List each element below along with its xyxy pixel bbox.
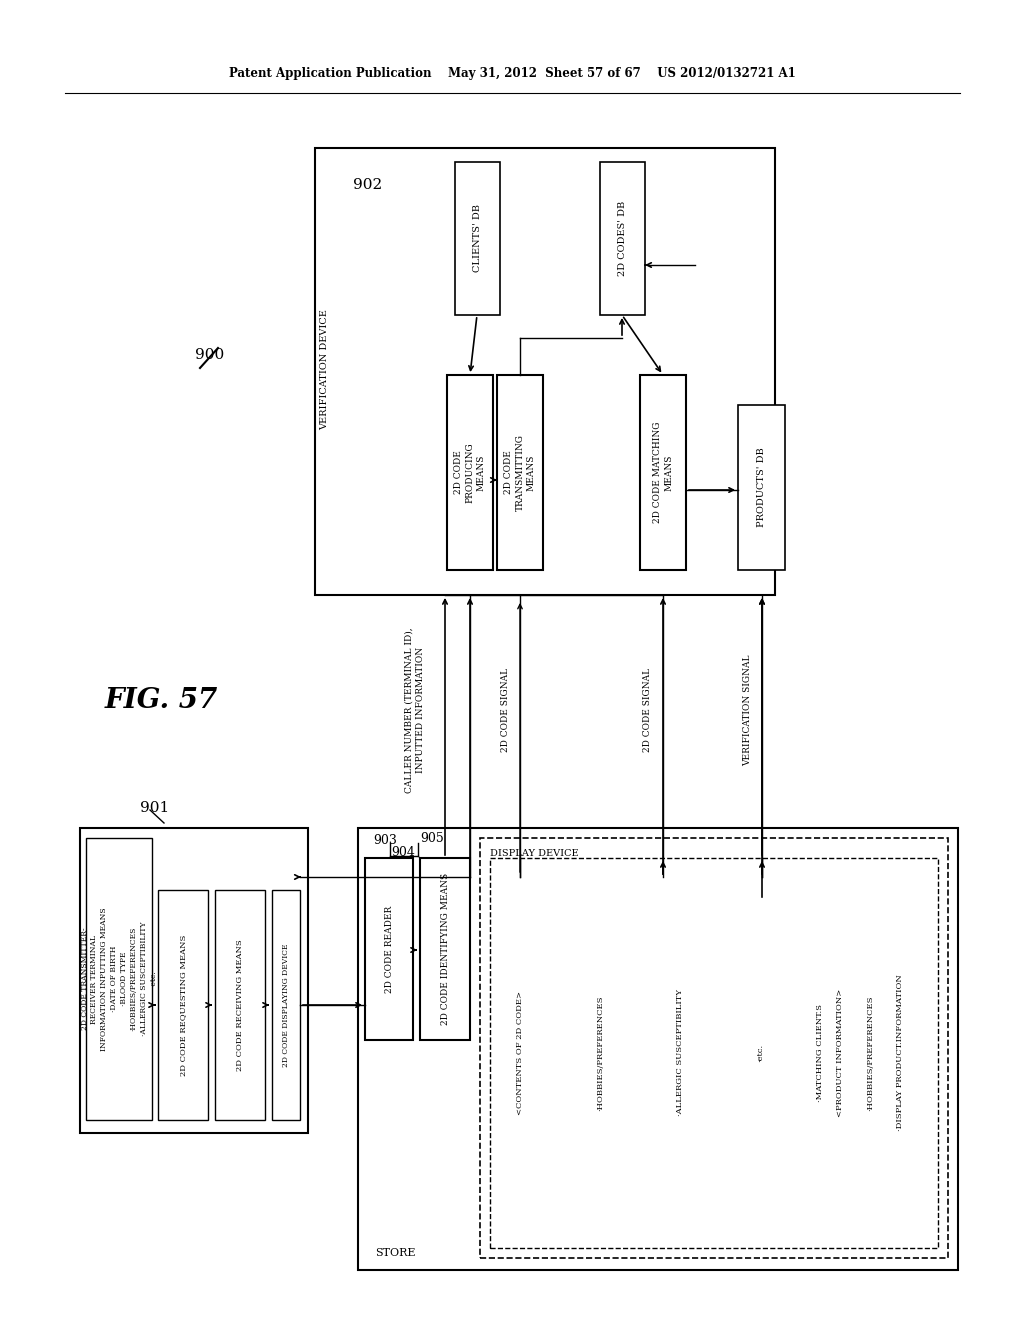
Text: 901: 901 [140,801,170,814]
Text: 2D CODE
TRANSMITTING
MEANS: 2D CODE TRANSMITTING MEANS [505,434,536,511]
Bar [420,858,470,1040]
Bar [315,148,775,595]
Text: 2D CODE IDENTIFYING MEANS: 2D CODE IDENTIFYING MEANS [440,873,450,1026]
Bar [497,375,543,570]
Text: PRODUCTS' DB: PRODUCTS' DB [757,447,766,528]
Bar [738,405,785,570]
Bar [600,162,645,315]
Bar [215,890,265,1119]
Text: 2D CODE REQUESTING MEANS: 2D CODE REQUESTING MEANS [179,935,187,1076]
Bar [447,375,493,570]
Text: ·DISPLAY PRODUCT.INFORMATION: ·DISPLAY PRODUCT.INFORMATION [896,974,904,1131]
Bar [490,858,938,1247]
Text: 2D CODE DISPLAYING DEVICE: 2D CODE DISPLAYING DEVICE [282,944,290,1067]
Bar [358,828,958,1270]
Text: 2D CODE READER: 2D CODE READER [384,906,393,993]
Text: FIG. 57: FIG. 57 [105,686,218,714]
Text: 903: 903 [373,833,397,846]
Bar [86,838,152,1119]
Text: ·ALLERGIC SUSCEPTIBILITY: ·ALLERGIC SUSCEPTIBILITY [676,990,684,1117]
Text: VERIFICATION SIGNAL: VERIFICATION SIGNAL [743,655,753,766]
Bar [158,890,208,1119]
Text: STORE: STORE [375,1247,416,1258]
Text: 900: 900 [196,348,224,362]
Text: 2D CODES' DB: 2D CODES' DB [618,201,627,276]
Text: ·MATCHING CLIENT.S: ·MATCHING CLIENT.S [816,1005,824,1102]
Text: CLIENTS' DB: CLIENTS' DB [473,205,482,272]
Bar [455,162,500,315]
Text: 904: 904 [391,846,415,858]
Text: VERIFICATION DEVICE: VERIFICATION DEVICE [321,310,330,430]
Text: ·HOBBIES/PREFERENCES: ·HOBBIES/PREFERENCES [596,995,604,1110]
Text: 2D CODE
PRODUCING
MEANS: 2D CODE PRODUCING MEANS [455,442,485,503]
Bar [80,828,308,1133]
Text: 2D CODE SIGNAL: 2D CODE SIGNAL [643,668,652,752]
Text: Patent Application Publication    May 31, 2012  Sheet 57 of 67    US 2012/013272: Patent Application Publication May 31, 2… [228,66,796,79]
Text: CALLER NUMBER (TERMINAL ID),
INPUTTED INFORMATION: CALLER NUMBER (TERMINAL ID), INPUTTED IN… [404,627,425,793]
Text: <CONTENTS OF 2D CODE>: <CONTENTS OF 2D CODE> [516,991,524,1115]
Text: 2D CODE MATCHING
MEANS: 2D CODE MATCHING MEANS [653,422,673,523]
Text: ·HOBBIES/PREFERENCES: ·HOBBIES/PREFERENCES [866,995,874,1110]
Text: ·etc.: ·etc. [756,1044,764,1063]
Bar [365,858,413,1040]
Text: 905: 905 [420,832,443,845]
Bar [640,375,686,570]
Text: <PRODUCT INFORMATION>: <PRODUCT INFORMATION> [836,989,844,1117]
Text: DISPLAY DEVICE: DISPLAY DEVICE [490,849,579,858]
Bar [272,890,300,1119]
Text: 2D CODE TRANSMITTER-
RECEIVER TERMINAL
INFORMATION INPUTTING MEANS
·DATE OF BIRT: 2D CODE TRANSMITTER- RECEIVER TERMINAL I… [81,907,158,1051]
Text: 2D CODE RECEIVING MEANS: 2D CODE RECEIVING MEANS [236,939,244,1071]
Text: 2D CODE SIGNAL: 2D CODE SIGNAL [501,668,510,752]
Text: 902: 902 [353,178,383,191]
Bar [480,838,948,1258]
